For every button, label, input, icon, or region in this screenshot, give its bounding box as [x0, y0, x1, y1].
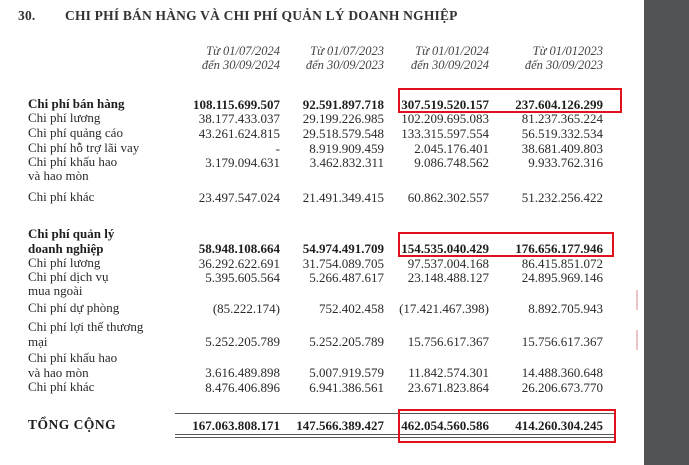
cell-value: 9.933.762.316 [528, 155, 603, 170]
cell-value: 8.919.909.459 [309, 141, 384, 156]
cell-value: 5.395.605.564 [205, 270, 280, 285]
cell-value: 23.148.488.127 [407, 270, 489, 285]
cell-value: 29.518.579.548 [302, 126, 384, 141]
total-rule-bottom [175, 437, 615, 438]
cell-value: 9.086.748.562 [414, 155, 489, 170]
cell-value: 147.566.389.427 [296, 418, 384, 433]
cell-value: 133.315.597.554 [401, 126, 489, 141]
cell-value: 60.862.302.557 [407, 190, 489, 205]
cell-value: 5.007.919.579 [309, 365, 384, 380]
cell-value: 56.519.332.534 [521, 126, 603, 141]
cell-value: 102.209.695.083 [401, 111, 489, 126]
cell-value: 21.491.349.415 [302, 190, 384, 205]
row-label: Chi phí lợi thế thương mại [28, 319, 144, 349]
cell-value: 51.232.256.422 [521, 190, 603, 205]
cell-value: 15.756.617.367 [407, 334, 489, 349]
highlight-box [398, 88, 622, 113]
total-rule-top [175, 413, 615, 414]
total-rule-bottom [175, 434, 615, 435]
cell-value: 24.895.969.146 [521, 270, 603, 285]
row-label: Chi phí dự phòng [28, 300, 120, 315]
cell-value: 5.252.205.789 [309, 334, 384, 349]
cell-value: 97.537.004.168 [407, 256, 489, 271]
section-title: CHI PHÍ BÁN HÀNG VÀ CHI PHÍ QUẢN LÝ DOAN… [65, 8, 458, 23]
row-label: TỔNG CỘNG [28, 417, 117, 432]
cell-value: 108.115.699.507 [192, 97, 280, 112]
cell-value: 92.591.897.718 [302, 97, 384, 112]
cell-value: 176.656.177.946 [515, 241, 603, 256]
margin-mark [636, 290, 638, 310]
cell-value: 237.604.126.299 [515, 97, 603, 112]
cell-value: 752.402.458 [319, 301, 384, 316]
cell-value: 5.266.487.617 [309, 270, 384, 285]
row-label: Chi phí quản lý doanh nghiệp [28, 226, 115, 256]
cell-value: 15.756.617.367 [521, 334, 603, 349]
cell-value: 81.237.365.224 [521, 111, 603, 126]
cell-value: 36.292.622.691 [198, 256, 280, 271]
cell-value: 154.535.040.429 [401, 241, 489, 256]
cell-value: - [275, 141, 280, 156]
cell-value: 5.252.205.789 [205, 334, 280, 349]
cell-value: 14.488.360.648 [521, 365, 603, 380]
cell-value: (17.421.467.398) [399, 301, 489, 316]
row-label: Chi phí khác [28, 379, 95, 394]
cell-value: 6.941.386.561 [309, 380, 384, 395]
cell-value: 462.054.560.586 [401, 418, 489, 433]
row-label: Chi phí lương [28, 110, 101, 125]
cell-value: 3.179.094.631 [205, 155, 280, 170]
cell-value: (85.222.174) [212, 301, 280, 316]
column-header-line: Từ 01/07/2024 [206, 44, 280, 58]
column-header: Từ 01/012023 đến 30/09/2023 [473, 44, 603, 72]
row-label: Chi phí khấu hao và hao mòn [28, 350, 118, 380]
highlight-box [398, 409, 616, 443]
cell-value: 11.842.574.301 [408, 365, 489, 380]
cell-value: 29.199.226.985 [302, 111, 384, 126]
cell-value: 38.681.409.803 [521, 141, 603, 156]
row-label: Chi phí khấu hao và hao mòn [28, 154, 118, 183]
highlight-box [398, 232, 614, 257]
cell-value: 23.497.547.024 [198, 190, 280, 205]
cell-value: 43.261.624.815 [198, 126, 280, 141]
row-label: Chi phí quảng cáo [28, 125, 123, 140]
margin-mark [636, 330, 638, 350]
cell-value: 86.415.851.072 [521, 256, 603, 271]
column-header: Từ 01/01/2024 đến 30/09/2024 [359, 44, 489, 72]
cell-value: 26.206.673.770 [521, 380, 603, 395]
column-header-line: đến 30/09/2024 [410, 58, 489, 72]
cell-value: 3.462.832.311 [309, 155, 384, 170]
cell-value: 23.671.823.864 [407, 380, 489, 395]
cell-value: 31.754.089.705 [302, 256, 384, 271]
cell-value: 8.892.705.943 [528, 301, 603, 316]
row-label: Chi phí hỗ trợ lãi vay [28, 140, 140, 155]
row-label: Chi phí bán hàng [28, 96, 125, 111]
cell-value: 2.045.176.401 [414, 141, 489, 156]
cell-value: 307.519.520.157 [401, 97, 489, 112]
column-header-line: đến 30/09/2023 [305, 58, 384, 72]
column-header-line: Từ 01/01/2024 [415, 44, 489, 58]
column-header: Từ 01/07/2024 đến 30/09/2024 [150, 44, 280, 72]
row-label: Chi phí khác [28, 189, 95, 204]
section-number: 30. [18, 8, 36, 23]
cell-value: 414.260.304.245 [515, 418, 603, 433]
column-header-line: đến 30/09/2023 [524, 58, 603, 72]
column-header-line: đến 30/09/2024 [201, 58, 280, 72]
viewer-side-panel [644, 0, 689, 465]
column-header-line: Từ 01/012023 [532, 44, 603, 58]
column-header-line: Từ 01/07/2023 [310, 44, 384, 58]
row-label: Chi phí lương [28, 255, 101, 270]
cell-value: 167.063.808.171 [192, 418, 280, 433]
cell-value: 54.974.491.709 [302, 241, 384, 256]
cell-value: 8.476.406.896 [205, 380, 280, 395]
row-label: Chi phí dịch vụ mua ngoài [28, 269, 109, 298]
cell-value: 58.948.108.664 [198, 241, 280, 256]
cell-value: 3.616.489.898 [205, 365, 280, 380]
column-header: Từ 01/07/2023 đến 30/09/2023 [254, 44, 384, 72]
cell-value: 38.177.433.037 [198, 111, 280, 126]
